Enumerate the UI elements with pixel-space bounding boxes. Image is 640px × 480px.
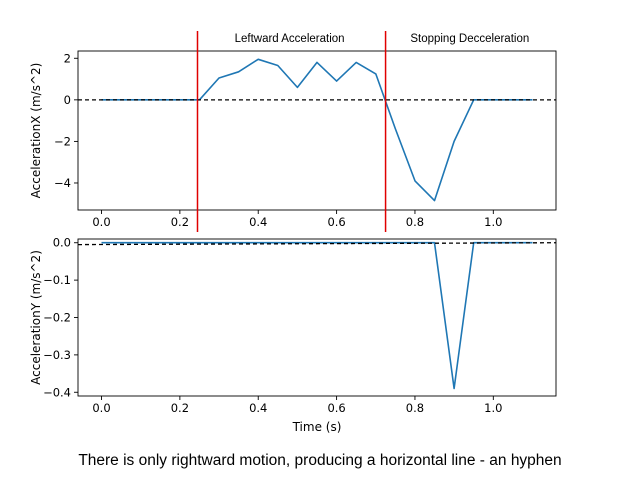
x-tick-label: 0.8 <box>406 215 424 229</box>
y-tick-label: −4 <box>54 176 71 190</box>
x-tick-label: 1.0 <box>484 215 502 229</box>
y-axis-label: AccelerationY (m/s^2) <box>29 250 43 385</box>
y-tick-label: −2 <box>54 134 71 148</box>
y-tick-label: 0.0 <box>53 236 71 250</box>
x-axis-label: Time (s) <box>292 420 342 434</box>
y-tick-label: −0.3 <box>43 348 71 362</box>
x-tick-label: 0.6 <box>327 401 345 415</box>
x-tick-label: 0.6 <box>327 215 345 229</box>
x-tick-label: 0.8 <box>406 401 424 415</box>
x-tick-label: 0.0 <box>92 215 110 229</box>
x-tick-label: 0.4 <box>249 401 267 415</box>
figure-caption: There is only rightward motion, producin… <box>78 452 562 469</box>
data-series-line <box>101 241 533 390</box>
x-tick-label: 0.2 <box>171 215 189 229</box>
y-tick-label: −0.4 <box>43 385 71 399</box>
y-axis-label: AccelerationX (m/s^2) <box>29 63 43 199</box>
axes-frame <box>77 50 557 211</box>
x-tick-label: 0.4 <box>249 215 267 229</box>
x-tick-label: 1.0 <box>484 401 502 415</box>
acceleration-y-plot: 0.0 0.2 0.4 0.6 0.8 1.0 0.0 −0.1 −0.2 −0.3 −0.4Acc… <box>29 236 557 434</box>
zero-reference-line <box>77 242 557 246</box>
y-tick-label: 2 <box>64 51 71 65</box>
x-tick-label: 0.2 <box>171 401 189 415</box>
y-tick-label: −0.1 <box>43 273 71 287</box>
phase-annotation: Stopping Decceleration <box>410 33 529 45</box>
x-tick-label: 0.0 <box>92 401 110 415</box>
y-tick-label: −0.2 <box>43 311 71 325</box>
acceleration-x-plot: 0.0 0.2 0.4 0.6 0.8 1.0 2 0 −2 −4 AccelerationX (m… <box>29 31 557 232</box>
phase-annotation: Leftward Acceleration <box>235 33 345 45</box>
y-tick-label: 0 <box>64 93 71 107</box>
data-series-line <box>101 58 533 202</box>
axes-frame <box>77 238 557 397</box>
